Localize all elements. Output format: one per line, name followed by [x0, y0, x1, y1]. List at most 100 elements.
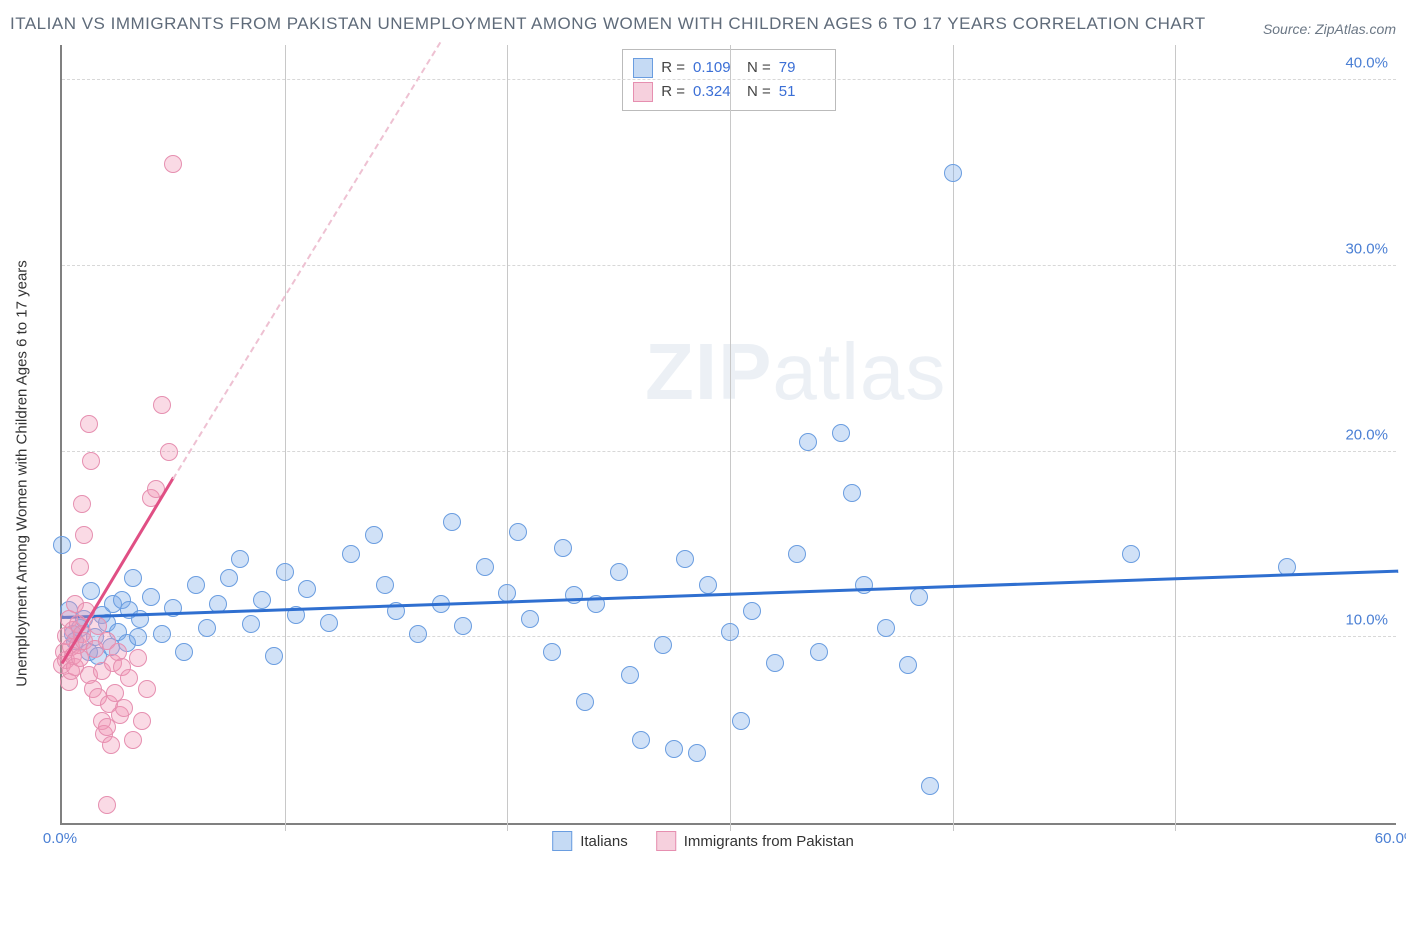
- scatter-point: [82, 582, 100, 600]
- scatter-point: [621, 666, 639, 684]
- scatter-point: [265, 647, 283, 665]
- gridline-v: [953, 45, 954, 831]
- stat-r-value: 0.109: [693, 56, 739, 80]
- scatter-point: [877, 619, 895, 637]
- stat-n-label: N =: [747, 56, 771, 80]
- y-tick-label: 40.0%: [1345, 55, 1388, 72]
- legend-swatch: [552, 831, 572, 851]
- legend-item: Immigrants from Pakistan: [656, 831, 854, 851]
- stat-n-label: N =: [747, 80, 771, 104]
- stat-r-value: 0.324: [693, 80, 739, 104]
- scatter-point: [443, 513, 461, 531]
- scatter-point: [124, 731, 142, 749]
- scatter-point: [676, 550, 694, 568]
- scatter-point: [665, 740, 683, 758]
- scatter-point: [521, 610, 539, 628]
- scatter-point: [220, 569, 238, 587]
- scatter-point: [365, 526, 383, 544]
- scatter-point: [80, 415, 98, 433]
- scatter-point: [115, 699, 133, 717]
- scatter-point: [138, 680, 156, 698]
- gridline-v: [285, 45, 286, 831]
- stat-r-label: R =: [661, 56, 685, 80]
- scatter-point: [71, 558, 89, 576]
- scatter-point: [98, 796, 116, 814]
- scatter-point: [164, 155, 182, 173]
- scatter-point: [543, 643, 561, 661]
- scatter-point: [82, 452, 100, 470]
- scatter-point: [688, 744, 706, 762]
- scatter-point: [743, 602, 761, 620]
- gridline-h: [62, 451, 1396, 452]
- scatter-point: [554, 539, 572, 557]
- scatter-point: [142, 588, 160, 606]
- scatter-point: [944, 164, 962, 182]
- watermark: ZIPatlas: [645, 326, 946, 418]
- scatter-point: [376, 576, 394, 594]
- gridline-h: [62, 265, 1396, 266]
- scatter-point: [654, 636, 672, 654]
- scatter-point: [187, 576, 205, 594]
- x-tick-label: 60.0%: [1375, 830, 1406, 847]
- scatter-point: [921, 777, 939, 795]
- legend-label: Immigrants from Pakistan: [684, 833, 854, 850]
- scatter-point: [899, 656, 917, 674]
- y-tick-label: 10.0%: [1345, 612, 1388, 629]
- scatter-point: [832, 424, 850, 442]
- scatter-point: [253, 591, 271, 609]
- y-axis-label: Unemployment Among Women with Children A…: [14, 260, 31, 687]
- chart-title: ITALIAN VS IMMIGRANTS FROM PAKISTAN UNEM…: [10, 10, 1206, 37]
- scatter-point: [576, 693, 594, 711]
- scatter-point: [231, 550, 249, 568]
- scatter-point: [198, 619, 216, 637]
- y-tick-label: 20.0%: [1345, 426, 1388, 443]
- scatter-point: [298, 580, 316, 598]
- gridline-v: [730, 45, 731, 831]
- legend-swatch: [633, 58, 653, 78]
- gridline-v: [507, 45, 508, 831]
- scatter-point: [632, 731, 650, 749]
- scatter-point: [102, 736, 120, 754]
- scatter-point: [810, 643, 828, 661]
- legend-swatch: [633, 82, 653, 102]
- scatter-point: [129, 649, 147, 667]
- scatter-point: [476, 558, 494, 576]
- gridline-h: [62, 79, 1396, 80]
- trend-line: [172, 42, 441, 479]
- legend-swatch: [656, 831, 676, 851]
- scatter-point: [766, 654, 784, 672]
- scatter-point: [153, 396, 171, 414]
- scatter-point: [242, 615, 260, 633]
- scatter-point: [910, 588, 928, 606]
- scatter-point: [799, 433, 817, 451]
- x-tick-label: 0.0%: [43, 830, 77, 847]
- scatter-point: [843, 484, 861, 502]
- scatter-point: [120, 669, 138, 687]
- scatter-point: [498, 584, 516, 602]
- scatter-point: [409, 625, 427, 643]
- scatter-point: [133, 712, 151, 730]
- scatter-point: [153, 625, 171, 643]
- legend-item: Italians: [552, 831, 628, 851]
- scatter-point: [320, 614, 338, 632]
- gridline-v: [1175, 45, 1176, 831]
- scatter-point: [175, 643, 193, 661]
- scatter-point: [855, 576, 873, 594]
- scatter-point: [53, 536, 71, 554]
- scatter-point: [276, 563, 294, 581]
- header: ITALIAN VS IMMIGRANTS FROM PAKISTAN UNEM…: [10, 10, 1396, 37]
- scatter-point: [509, 523, 527, 541]
- scatter-point: [73, 495, 91, 513]
- scatter-point: [75, 526, 93, 544]
- scatter-point: [610, 563, 628, 581]
- source-label: Source: ZipAtlas.com: [1263, 21, 1396, 37]
- y-tick-label: 30.0%: [1345, 241, 1388, 258]
- scatter-point: [454, 617, 472, 635]
- legend-label: Italians: [580, 833, 628, 850]
- scatter-point: [342, 545, 360, 563]
- scatter-point: [124, 569, 142, 587]
- scatter-point: [732, 712, 750, 730]
- bottom-legend: Italians Immigrants from Pakistan: [552, 831, 854, 851]
- stat-r-label: R =: [661, 80, 685, 104]
- stat-n-value: 79: [779, 56, 825, 80]
